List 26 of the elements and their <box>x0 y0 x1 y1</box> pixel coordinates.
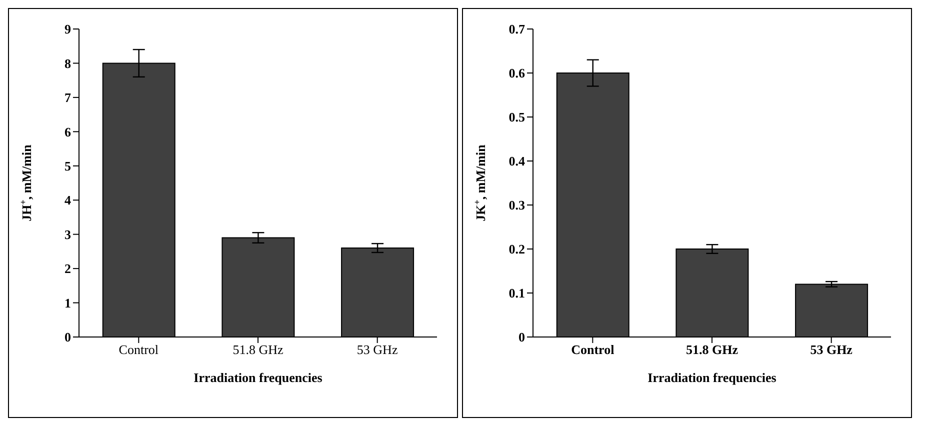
y-tick-label: 0.5 <box>508 110 526 125</box>
x-tick-label: 53 GHz <box>810 342 853 358</box>
y-tick-label: 5 <box>64 158 72 174</box>
y-tick-label: 0.2 <box>508 242 525 257</box>
y-tick-label: 0.3 <box>508 198 526 213</box>
y-tick-label: 1 <box>64 295 71 310</box>
y-tick-label: 0.7 <box>508 22 526 37</box>
y-tick-label: 3 <box>64 226 72 242</box>
y-tick-label: 0 <box>64 330 71 345</box>
y-tick-label: 8 <box>64 56 72 71</box>
x-tick-label: Control <box>118 342 159 358</box>
x-axis-title: Irradiation frequencies <box>648 370 776 385</box>
y-tick-label: 9 <box>64 22 72 37</box>
y-tick-label: 0.1 <box>508 286 525 301</box>
x-tick-label: Control <box>571 342 615 358</box>
x-tick-label: 51.8 GHz <box>232 342 284 358</box>
y-tick-label: 0.6 <box>508 66 526 81</box>
y-tick-label: 7 <box>64 90 72 106</box>
y-tick-label: 0.4 <box>508 154 526 169</box>
y-tick-label: 6 <box>64 124 72 140</box>
y-tick-label: 2 <box>64 261 71 276</box>
x-tick-label: 53 GHz <box>356 342 398 358</box>
x-axis-title: Irradiation frequencies <box>194 370 322 385</box>
x-tick-label: 51.8 GHz <box>686 342 738 358</box>
y-tick-label: 0 <box>518 330 525 345</box>
y-tick-label: 4 <box>64 192 72 208</box>
